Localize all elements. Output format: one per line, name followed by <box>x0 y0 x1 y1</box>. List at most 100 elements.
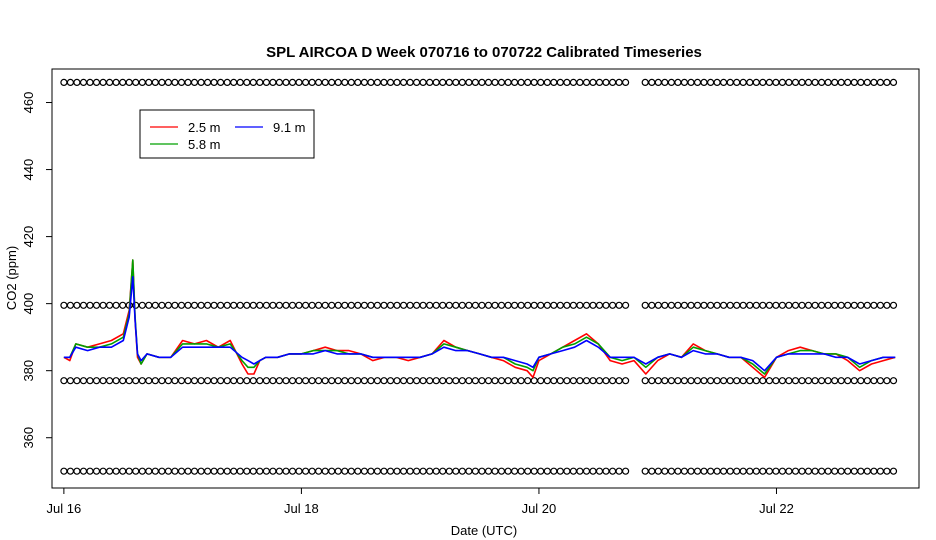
reference-marker-1 <box>73 377 81 385</box>
legend: 2.5 m 5.8 m 9.1 m <box>139 109 315 159</box>
reference-marker-0 <box>785 467 793 475</box>
reference-marker-1 <box>112 377 120 385</box>
reference-marker-2 <box>765 301 774 309</box>
reference-marker-2 <box>413 301 421 309</box>
reference-marker-3 <box>400 78 408 87</box>
reference-marker-3 <box>615 78 623 87</box>
reference-marker-0 <box>746 467 754 475</box>
reference-marker-2 <box>432 301 440 309</box>
reference-marker-3 <box>73 78 81 87</box>
reference-marker-1 <box>386 377 395 385</box>
reference-marker-0 <box>563 467 571 475</box>
reference-marker-3 <box>589 78 597 87</box>
reference-marker-2 <box>850 301 858 309</box>
reference-marker-2 <box>589 301 597 309</box>
reference-marker-2 <box>393 301 401 309</box>
reference-marker-3 <box>269 78 277 87</box>
reference-marker-3 <box>844 78 852 87</box>
reference-marker-0 <box>726 467 734 475</box>
reference-marker-1 <box>785 377 793 385</box>
reference-marker-1 <box>321 377 329 385</box>
reference-marker-3 <box>308 78 316 87</box>
reference-marker-1 <box>230 377 238 385</box>
reference-marker-2 <box>706 301 715 309</box>
reference-marker-2 <box>419 301 427 309</box>
reference-marker-1 <box>406 377 414 385</box>
reference-marker-0 <box>831 467 839 475</box>
reference-marker-0 <box>844 467 852 475</box>
reference-marker-1 <box>204 377 212 385</box>
reference-marker-2 <box>243 301 251 309</box>
reference-marker-3 <box>197 78 205 87</box>
reference-marker-2 <box>798 301 806 309</box>
reference-marker-3 <box>439 78 447 87</box>
reference-marker-0 <box>288 467 297 475</box>
reference-marker-0 <box>510 467 519 475</box>
reference-marker-1 <box>341 377 349 385</box>
reference-marker-1 <box>328 377 336 385</box>
reference-marker-2 <box>269 301 277 309</box>
reference-marker-1 <box>778 377 787 385</box>
reference-marker-2 <box>608 301 617 309</box>
reference-marker-1 <box>138 377 146 385</box>
reference-marker-3 <box>700 78 708 87</box>
reference-marker-0 <box>360 467 368 475</box>
reference-marker-0 <box>393 467 401 475</box>
reference-marker-2 <box>700 301 708 309</box>
reference-marker-2 <box>380 301 388 309</box>
reference-marker-1 <box>817 377 826 385</box>
reference-marker-0 <box>386 467 395 475</box>
reference-marker-0 <box>452 467 460 475</box>
reference-marker-0 <box>354 467 362 475</box>
reference-marker-2 <box>315 301 323 309</box>
reference-marker-0 <box>177 467 186 475</box>
reference-marker-3 <box>621 78 630 87</box>
reference-marker-0 <box>184 467 192 475</box>
reference-marker-2 <box>543 301 551 309</box>
reference-marker-2 <box>471 301 479 309</box>
reference-marker-1 <box>478 377 486 385</box>
reference-marker-3 <box>151 78 159 87</box>
reference-marker-0 <box>210 467 218 475</box>
reference-markers <box>60 78 898 475</box>
reference-marker-1 <box>243 377 251 385</box>
reference-marker-0 <box>138 467 146 475</box>
reference-marker-0 <box>347 467 355 475</box>
reference-marker-1 <box>772 377 780 385</box>
reference-marker-1 <box>543 377 551 385</box>
reference-marker-2 <box>400 301 408 309</box>
reference-marker-1 <box>190 377 199 385</box>
reference-marker-0 <box>733 467 741 475</box>
reference-marker-3 <box>328 78 336 87</box>
x-tick-label: Jul 20 <box>522 501 557 516</box>
reference-marker-3 <box>386 78 395 87</box>
reference-marker-2 <box>687 301 695 309</box>
reference-marker-3 <box>563 78 571 87</box>
reference-marker-0 <box>197 467 205 475</box>
reference-marker-2 <box>354 301 362 309</box>
reference-marker-3 <box>811 78 819 87</box>
series-lines <box>63 259 896 379</box>
reference-marker-3 <box>504 78 512 87</box>
reference-marker-3 <box>119 78 127 87</box>
reference-marker-3 <box>510 78 519 87</box>
reference-marker-0 <box>700 467 708 475</box>
reference-marker-3 <box>484 78 493 87</box>
reference-marker-1 <box>99 377 107 385</box>
reference-marker-3 <box>99 78 107 87</box>
reference-marker-0 <box>373 467 381 475</box>
reference-marker-3 <box>491 78 499 87</box>
reference-marker-2 <box>288 301 297 309</box>
reference-marker-1 <box>824 377 832 385</box>
reference-marker-1 <box>439 377 447 385</box>
reference-marker-3 <box>465 78 473 87</box>
reference-marker-3 <box>452 78 460 87</box>
reference-marker-1 <box>857 377 865 385</box>
reference-marker-1 <box>354 377 362 385</box>
reference-marker-2 <box>406 301 414 309</box>
reference-marker-1 <box>465 377 473 385</box>
reference-marker-2 <box>837 301 845 309</box>
reference-marker-3 <box>223 78 231 87</box>
reference-marker-0 <box>282 467 290 475</box>
reference-marker-3 <box>315 78 323 87</box>
